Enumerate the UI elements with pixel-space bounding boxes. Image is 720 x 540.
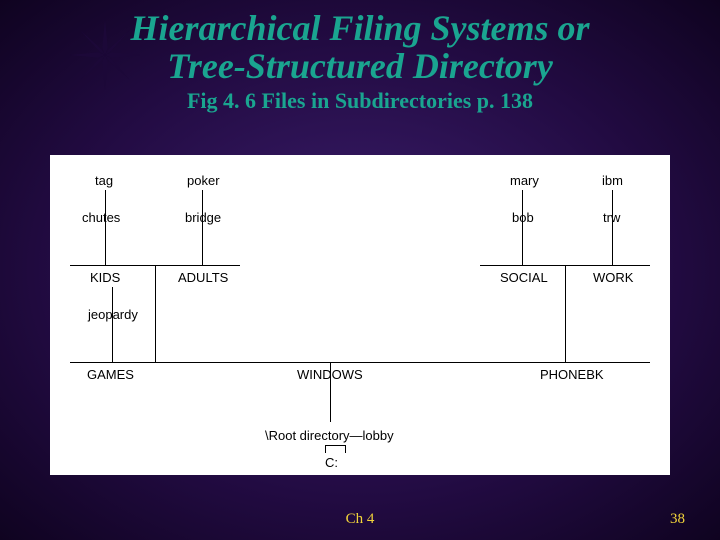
node-phonebk: PHONEBK — [540, 367, 604, 382]
footer-chapter: Ch 4 — [0, 511, 720, 528]
line-0 — [105, 190, 106, 265]
node-social: SOCIAL — [500, 270, 548, 285]
line-12 — [325, 445, 345, 446]
node-bridge: bridge — [185, 210, 221, 225]
title-line-1: Hierarchical Filing Systems or — [0, 10, 720, 48]
line-9 — [70, 362, 650, 363]
line-2 — [522, 190, 523, 265]
node-tag: tag — [95, 173, 113, 188]
node-mary: mary — [510, 173, 539, 188]
line-11 — [325, 445, 326, 453]
node-poker: poker — [187, 173, 220, 188]
node-cdrive: C: — [325, 455, 338, 470]
line-8 — [565, 265, 566, 362]
node-kids: KIDS — [90, 270, 120, 285]
line-7 — [155, 265, 156, 362]
line-10 — [330, 362, 331, 422]
node-games: GAMES — [87, 367, 134, 382]
title-block: Hierarchical Filing Systems or Tree-Stru… — [0, 10, 720, 114]
subtitle: Fig 4. 6 Files in Subdirectories p. 138 — [0, 88, 720, 114]
node-root: \Root directory—lobby — [265, 428, 394, 443]
line-3 — [612, 190, 613, 265]
title-line-2: Tree-Structured Directory — [0, 48, 720, 86]
line-6 — [112, 287, 113, 362]
node-work: WORK — [593, 270, 633, 285]
node-chutes: chutes — [82, 210, 120, 225]
line-1 — [202, 190, 203, 265]
node-adults: ADULTS — [178, 270, 228, 285]
node-ibm: ibm — [602, 173, 623, 188]
line-13 — [345, 445, 346, 453]
footer-page-number: 38 — [670, 511, 685, 528]
tree-diagram: tagpokermaryibmchutesbridgebobtrwKIDSADU… — [50, 155, 670, 475]
